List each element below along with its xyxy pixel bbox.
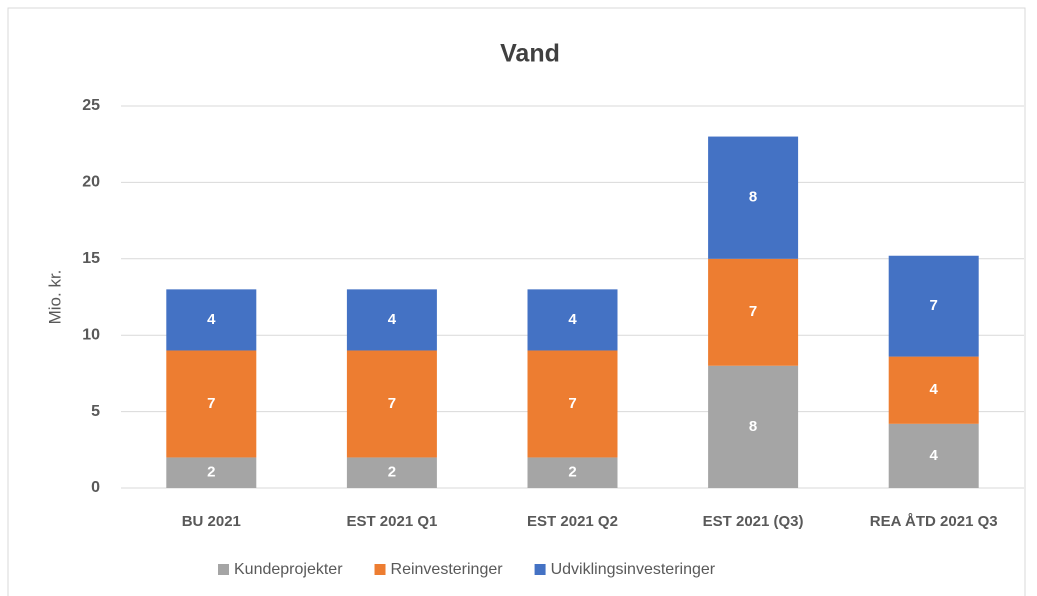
bar-segment <box>888 255 979 357</box>
y-tick-label: 0 <box>91 479 100 496</box>
data-label: 7 <box>388 395 396 412</box>
bar-segment <box>346 457 437 488</box>
bar-segment <box>527 457 618 488</box>
bar-segment <box>708 136 799 259</box>
y-axis-label: Mio. kr. <box>45 270 64 325</box>
x-tick-label: REA ÅTD 2021 Q3 <box>870 513 998 530</box>
legend-label: Udviklingsinvesteringer <box>551 561 716 578</box>
y-tick-label: 20 <box>82 174 100 191</box>
data-label: 2 <box>207 464 215 481</box>
legend-swatch <box>218 564 229 575</box>
data-label: 2 <box>568 464 576 481</box>
data-label: 7 <box>749 303 757 320</box>
bar-segment <box>166 289 257 351</box>
chart-border <box>7 7 1026 596</box>
bar-segment <box>888 356 979 424</box>
legend-label: Kundeprojekter <box>234 561 343 578</box>
data-label: 4 <box>207 311 216 328</box>
data-label: 4 <box>930 447 939 464</box>
data-label: 4 <box>568 311 577 328</box>
bar-segment <box>527 350 618 458</box>
bar-segment <box>346 350 437 458</box>
data-label: 4 <box>930 381 939 398</box>
bar-segment <box>166 350 257 458</box>
y-tick-label: 15 <box>82 250 100 267</box>
bar-segment <box>346 289 437 351</box>
data-label: 4 <box>388 311 397 328</box>
legend-swatch <box>374 564 386 575</box>
bar-segment <box>888 423 979 488</box>
data-label: 7 <box>568 395 576 412</box>
y-tick-label: 5 <box>91 403 100 420</box>
x-tick-label: BU 2021 <box>182 513 241 530</box>
x-tick-label: EST 2021 (Q3) <box>703 513 804 530</box>
data-label: 2 <box>388 464 396 481</box>
bar-segment <box>708 365 799 488</box>
chart-title: Vand <box>500 40 560 68</box>
data-label: 7 <box>207 395 215 412</box>
legend-label: Reinvesteringer <box>391 561 504 578</box>
y-tick-label: 10 <box>82 326 100 343</box>
x-tick-label: EST 2021 Q2 <box>527 513 618 530</box>
legend-swatch <box>534 564 546 575</box>
data-label: 8 <box>749 189 757 206</box>
bar-segment <box>708 258 799 366</box>
data-label: 8 <box>749 418 757 435</box>
bar-segment <box>527 289 618 351</box>
data-label: 7 <box>930 297 938 314</box>
bar-segment <box>166 457 257 488</box>
x-tick-label: EST 2021 Q1 <box>346 513 437 530</box>
y-tick-label: 25 <box>82 97 100 114</box>
